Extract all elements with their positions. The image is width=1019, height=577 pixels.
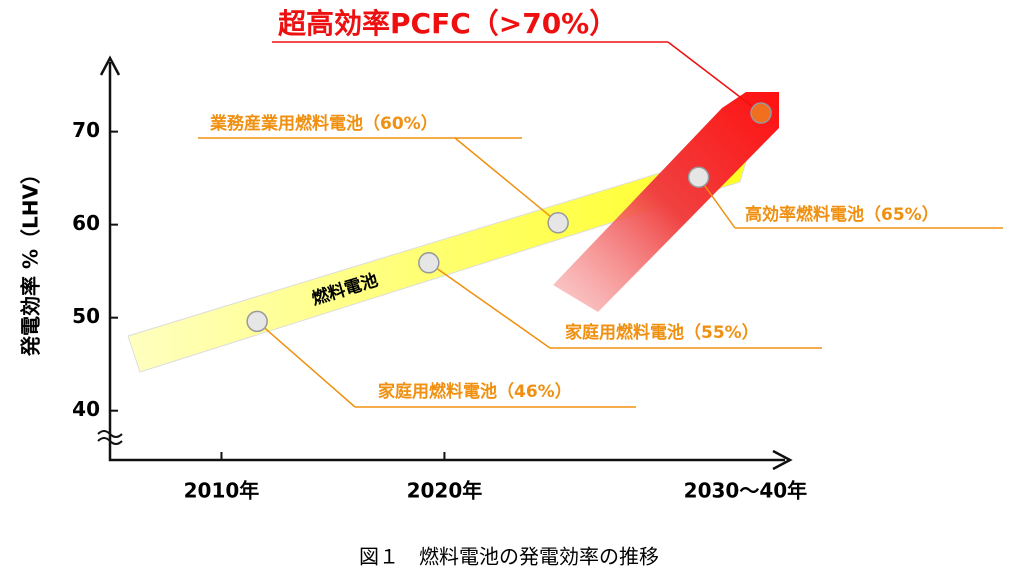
- leader-line: [667, 41, 762, 114]
- y-tick-label: 50: [72, 304, 100, 328]
- leader-line: [454, 137, 559, 224]
- x-tick-label: 2020年: [407, 479, 483, 503]
- leader-line: [428, 262, 551, 349]
- y-axis: [108, 62, 785, 462]
- x-tick-label: 2030～40年: [684, 479, 808, 503]
- point: [750, 102, 772, 124]
- point-label: 超高効率PCFC（>70%）: [278, 7, 617, 40]
- y-axis-label: 発電効率 %（LHV）: [19, 164, 43, 357]
- y-arrow: [99, 55, 121, 76]
- point-label: 家庭用燃料電池（55%）: [565, 322, 759, 343]
- y-tick-label: 70: [72, 118, 100, 142]
- leader-line: [256, 320, 356, 408]
- point: [547, 212, 569, 234]
- y-tick-label: 60: [72, 211, 100, 235]
- point: [246, 310, 268, 333]
- x-arrow: [772, 449, 793, 471]
- axis-break: [97, 430, 123, 445]
- point: [687, 166, 710, 188]
- arrow: [553, 92, 779, 312]
- caption: 図１ 燃料電池の発電効率の推移: [359, 545, 659, 569]
- y-tick-label: 40: [72, 397, 100, 421]
- point-label: 家庭用燃料電池（46%）: [378, 381, 572, 402]
- point-label: 高効率燃料電池（65%）: [745, 204, 939, 225]
- point: [418, 252, 440, 274]
- x-tick-label: 2010年: [184, 479, 260, 503]
- point-label: 業務産業用燃料電池（60%）: [210, 113, 438, 134]
